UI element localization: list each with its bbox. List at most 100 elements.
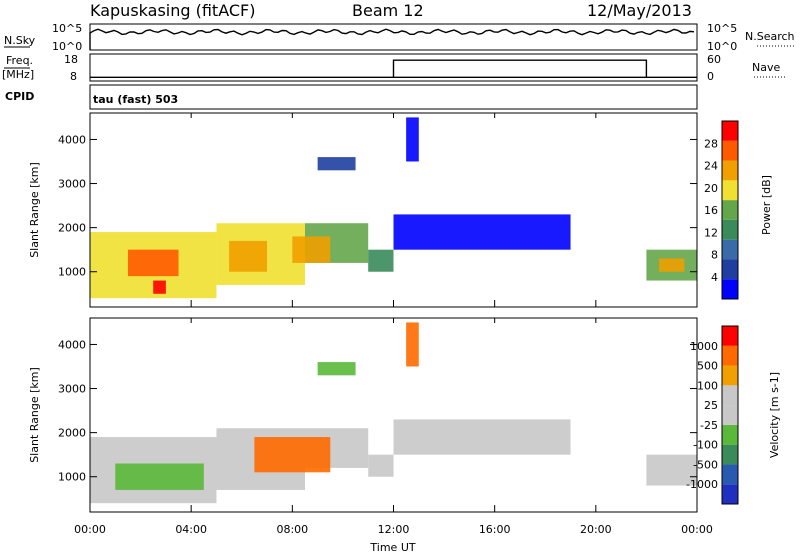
x-tick-label: 12:00 — [378, 523, 410, 536]
y-tick-label: 2000 — [58, 222, 86, 235]
x-tick-label: 16:00 — [479, 523, 511, 536]
heatmap-region-1-4 — [115, 463, 204, 490]
colorbar-tick-label: 500 — [697, 360, 718, 373]
cpid-value: tau (fast) 503 — [93, 93, 178, 106]
colorbar-tick-label: 25 — [704, 399, 718, 412]
y-tick-label: 3000 — [58, 178, 86, 191]
freq-left-label: Freq. — [6, 54, 33, 67]
freq-right-tick-top: 60 — [707, 53, 721, 66]
noise-right-label: N.Search — [745, 30, 795, 43]
x-tick-label: 04:00 — [175, 523, 207, 536]
power-y-axis: 1000 2000 3000 4000 — [58, 133, 697, 279]
heatmap-region-0-7 — [292, 236, 331, 263]
colorbar-tick-label: 16 — [704, 204, 718, 217]
freq-left-unit: [MHz] — [2, 68, 34, 81]
colorbar-swatch — [722, 279, 738, 299]
heatmap-region-1-8 — [646, 454, 697, 486]
colorbar-swatch — [722, 464, 738, 485]
colorbar-swatch — [722, 200, 738, 220]
colorbar-tick-label: 100 — [697, 379, 718, 392]
y-tick-label: 1000 — [58, 266, 86, 279]
heatmap-region-0-12 — [406, 117, 419, 162]
heatmap-region-0-11 — [659, 258, 685, 272]
heatmap-region-1-6 — [317, 362, 356, 376]
cpid-panel-frame — [89, 84, 698, 110]
y-tick-label: 4000 — [58, 338, 86, 351]
freq-right-label: Nave — [752, 61, 780, 74]
power-colorbar-label: Power [dB] — [760, 175, 773, 235]
colorbar-tick-label: 8 — [711, 249, 718, 262]
freq-left-tick-bottom: 8 — [70, 70, 77, 83]
cpid-label: CPID — [5, 90, 34, 103]
velocity-y-axis: 1000 2000 3000 4000 — [58, 338, 697, 484]
colorbar-swatch — [722, 326, 738, 346]
colorbar-swatch — [722, 405, 738, 425]
freq-left-tick-top: 18 — [64, 53, 78, 66]
y-tick-label: 1000 — [58, 471, 86, 484]
colorbar-swatch — [722, 140, 738, 161]
colorbar-swatch — [722, 259, 738, 280]
colorbar-swatch — [722, 180, 738, 201]
colorbar-tick-label: 12 — [704, 226, 718, 239]
heatmap-region-1-5 — [254, 437, 331, 473]
colorbar-tick-label: -1000 — [686, 478, 718, 491]
freq-panel-frame — [89, 53, 698, 82]
power-colorbar: 28 24 20 16 12 8 4 — [704, 120, 739, 300]
x-tick-label: 00:00 — [74, 523, 106, 536]
x-tick-label: 00:00 — [681, 523, 713, 536]
heatmap-region-1-3 — [368, 454, 394, 477]
colorbar-tick-label: 1000 — [690, 340, 718, 353]
colorbar-tick-label: -100 — [693, 439, 718, 452]
noise-sky-trace — [89, 28, 695, 50]
date-label: 12/May/2013 — [587, 1, 692, 20]
colorbar-swatch — [722, 239, 738, 260]
colorbar-swatch — [722, 160, 738, 181]
x-axis-label: Time UT — [369, 541, 415, 554]
heatmap-region-0-9 — [393, 214, 571, 250]
colorbar-swatch — [722, 345, 738, 366]
velocity-y-label: Slant Range [km] — [28, 367, 41, 463]
colorbar-swatch — [722, 365, 738, 386]
power-heatmap — [90, 117, 697, 299]
beam-label: Beam 12 — [352, 1, 424, 20]
heatmap-region-0-6 — [229, 240, 268, 272]
noise-panel-frame — [89, 23, 698, 51]
colorbar-swatch — [722, 121, 738, 141]
x-tick-label: 08:00 — [276, 523, 308, 536]
colorbar-tick-label: -25 — [700, 419, 718, 432]
velocity-colorbar-label: Velocity [m s-1] — [768, 372, 781, 458]
colorbar-tick-label: 4 — [711, 271, 718, 284]
y-tick-label: 4000 — [58, 133, 86, 146]
velocity-colorbar: 1000 500 100 25 -25 -100 -500 -1000 — [686, 325, 739, 505]
colorbar-swatch — [722, 219, 738, 240]
noise-left-label: N.Sky — [4, 34, 36, 47]
colorbar-swatch — [722, 444, 738, 465]
time-x-axis: 00:00 04:00 08:00 12:00 16:00 20:00 00:00 — [74, 113, 713, 536]
colorbar-frame — [721, 325, 739, 505]
noise-left-tick-top: 10^5 — [52, 22, 82, 35]
heatmap-region-1-7 — [393, 419, 571, 455]
noise-right-tick-top: 10^5 — [707, 22, 737, 35]
heatmap-region-0-8 — [317, 157, 356, 171]
colorbar-frame — [721, 120, 739, 300]
y-tick-label: 2000 — [58, 427, 86, 440]
colorbar-swatch — [722, 385, 738, 406]
colorbar-swatch — [722, 424, 738, 445]
colorbar-tick-label: 24 — [704, 160, 718, 173]
heatmap-region-0-5 — [153, 280, 166, 294]
station-title: Kapuskasing (fitACF) — [90, 1, 255, 20]
colorbar-tick-label: 28 — [704, 137, 718, 150]
noise-right-tick-bottom: 10^0 — [707, 40, 737, 53]
colorbar-swatch — [722, 484, 738, 504]
colorbar-tick-label: -500 — [693, 458, 718, 471]
nave-trace — [392, 59, 648, 78]
velocity-heatmap — [90, 322, 697, 504]
heatmap-region-0-4 — [127, 249, 179, 277]
x-tick-label: 20:00 — [580, 523, 612, 536]
noise-left-tick-bottom: 10^0 — [52, 40, 82, 53]
freq-right-tick-bottom: 0 — [707, 70, 714, 83]
power-y-label: Slant Range [km] — [28, 162, 41, 258]
heatmap-region-1-9 — [406, 322, 419, 367]
